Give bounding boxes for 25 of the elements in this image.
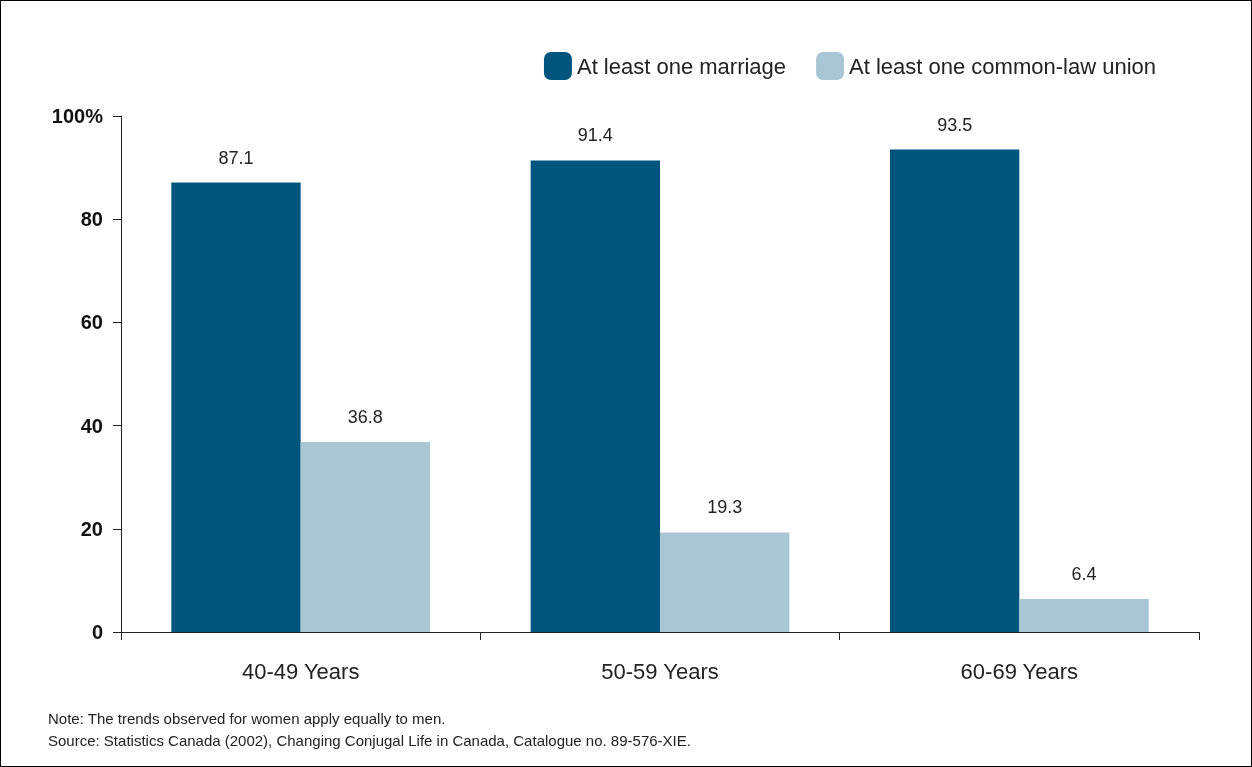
x-tick-label: 50-59 Years — [601, 658, 719, 684]
y-tick-label: 100% — [51, 105, 104, 127]
legend-label: At least one common-law union — [849, 53, 1156, 79]
bar — [530, 160, 660, 632]
y-tick-label: 0 — [91, 621, 103, 643]
data-label: 19.3 — [707, 497, 743, 518]
x-tick-label: 60-69 Years — [960, 658, 1079, 684]
x-tick-label: 40-49 Years — [241, 658, 360, 684]
y-tick-label: 20 — [80, 517, 103, 540]
legend-label: At least one marriage — [576, 53, 787, 79]
data-label: 93.5 — [937, 114, 973, 135]
source-note: Source: Statistics Canada (2002), Changing Conjugal Life in Canada, Catalogue no. 89-576-XIE. — [48, 732, 691, 749]
text: Note: The trends observed for women apply equally to men. — [48, 710, 446, 727]
data-label: 87.1 — [218, 147, 254, 168]
bar — [171, 182, 301, 632]
data-label: 6.4 — [1071, 563, 1097, 584]
data-label: 91.4 — [577, 125, 613, 146]
y-tick-label: 80 — [80, 208, 103, 231]
y-tick-label: 40 — [80, 414, 103, 437]
data-label: 36.8 — [347, 407, 383, 428]
bar — [660, 532, 790, 632]
bar — [1019, 598, 1149, 632]
bar — [889, 149, 1020, 632]
y-tick-label: 60 — [80, 311, 103, 334]
bar — [300, 442, 431, 632]
